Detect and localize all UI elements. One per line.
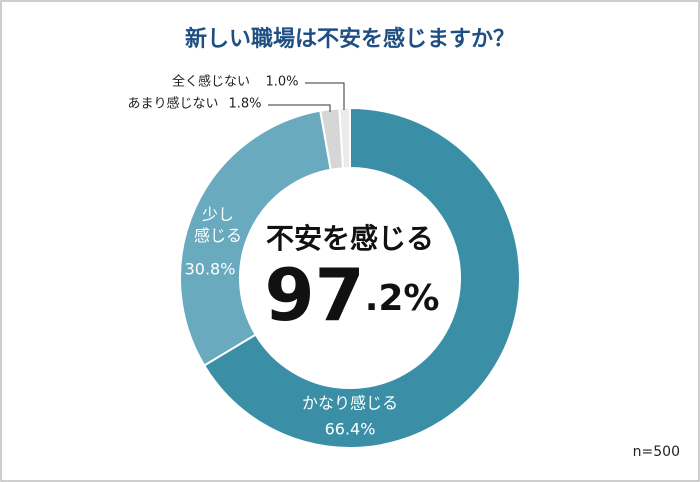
chart-title: 新しい職場は不安を感じますか？ — [185, 26, 515, 52]
value-label: 30.8% — [184, 259, 236, 279]
leader-line — [268, 104, 331, 112]
value-label: 1.0% — [265, 74, 299, 90]
slice — [338, 106, 351, 170]
center-value: 97.2% — [265, 253, 440, 337]
value-label: 1.8% — [228, 96, 262, 112]
slice — [202, 106, 521, 449]
value-label: 66.4% — [324, 419, 376, 439]
donut — [179, 106, 521, 449]
note: n=500 — [633, 444, 680, 460]
slice-label: 全く感じない — [171, 74, 251, 90]
slice-label: かなり感じる — [301, 393, 399, 413]
slice-label: 少し 感じる — [193, 205, 243, 245]
leader-line — [305, 82, 345, 110]
slice — [179, 109, 332, 367]
center-label: 不安を感じる — [266, 222, 434, 255]
slice-label: あまり感じない — [127, 96, 219, 112]
